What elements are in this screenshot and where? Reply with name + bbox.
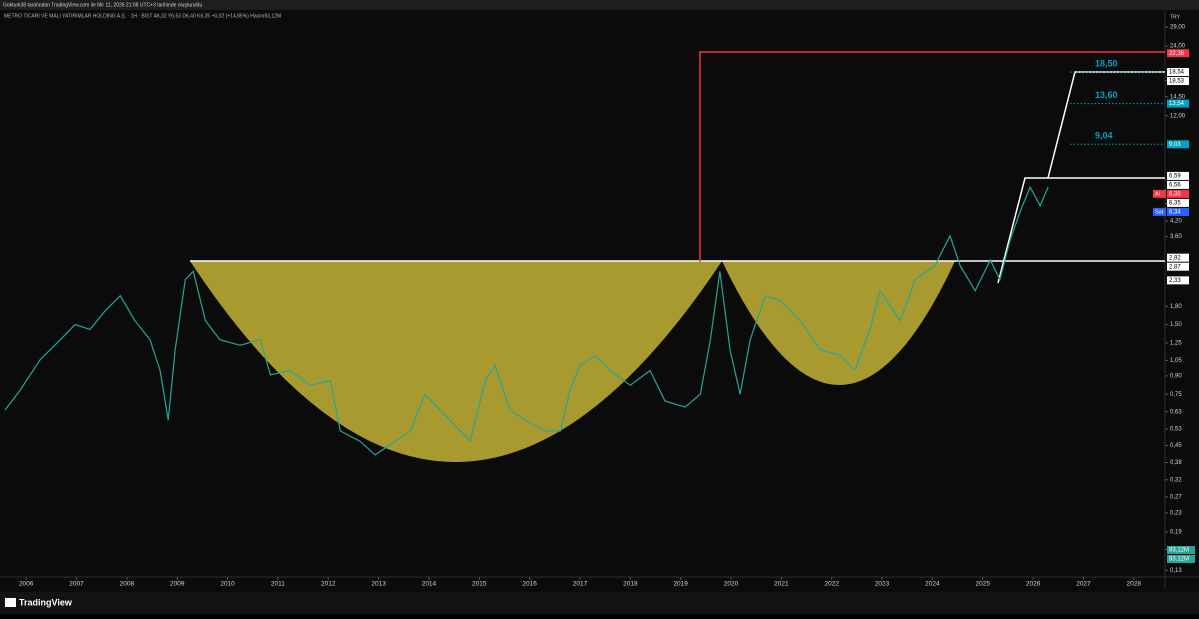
price-label-box bbox=[1167, 49, 1189, 58]
attribution: Gokturk38 tarafından TradingView.com ile… bbox=[3, 2, 202, 8]
y-tick-label: 4,20 bbox=[1170, 219, 1182, 225]
x-tick-label: 2009 bbox=[170, 581, 185, 588]
y-tick-label: 12,00 bbox=[1170, 113, 1186, 119]
x-tick-label: 2024 bbox=[925, 581, 940, 588]
order-tag-box bbox=[1153, 207, 1166, 216]
y-tick-label: 0,32 bbox=[1170, 477, 1182, 483]
price-label-box bbox=[1167, 68, 1189, 77]
order-tag-box bbox=[1153, 189, 1166, 198]
price-label: 2,33 bbox=[1169, 278, 1181, 284]
x-tick-label: 2007 bbox=[69, 581, 84, 588]
cup-drawings bbox=[190, 51, 1165, 462]
x-tick-label: 2016 bbox=[522, 581, 537, 588]
y-tick-label: 0,75 bbox=[1170, 392, 1182, 398]
x-tick-label: 2014 bbox=[422, 581, 437, 588]
x-tick-label: 2021 bbox=[774, 581, 789, 588]
y-tick-label: 0,13 bbox=[1170, 568, 1182, 574]
x-tick-label: 2015 bbox=[472, 581, 487, 588]
y-tick-label: 0,53 bbox=[1170, 427, 1182, 433]
y-tick-label: 1,50 bbox=[1170, 322, 1182, 328]
price-label-box bbox=[1167, 276, 1189, 285]
price-label-box bbox=[1167, 189, 1189, 198]
x-tick-label: 2028 bbox=[1127, 581, 1142, 588]
price-label-box bbox=[1167, 171, 1189, 180]
y-tick-label: 0,45 bbox=[1170, 443, 1182, 449]
brand: TradingView bbox=[19, 597, 73, 607]
price-label: 9,03 bbox=[1169, 142, 1181, 148]
price-label-box bbox=[1167, 77, 1189, 86]
price-label: 6,34 bbox=[1169, 210, 1181, 216]
price-label: 6,35 bbox=[1169, 192, 1181, 198]
target-label: 9,04 bbox=[1095, 131, 1113, 141]
y-tick-label: 0,90 bbox=[1170, 373, 1182, 379]
y-tick-label: 0,23 bbox=[1170, 511, 1182, 517]
x-tick-label: 2008 bbox=[120, 581, 135, 588]
x-tick-label: 2027 bbox=[1076, 581, 1091, 588]
volume-label: 93,12M bbox=[1169, 557, 1189, 563]
price-label: 18,53 bbox=[1169, 79, 1185, 85]
x-tick-label: 2013 bbox=[371, 581, 386, 588]
target-label: 18,50 bbox=[1095, 58, 1118, 68]
y-tick-label: 0,63 bbox=[1170, 409, 1182, 415]
logo-icon bbox=[5, 598, 16, 607]
red-level bbox=[699, 51, 1165, 262]
price-label-box bbox=[1167, 140, 1189, 149]
price-label-box bbox=[1167, 180, 1189, 189]
bottom-bar bbox=[0, 592, 1199, 614]
cup-small bbox=[722, 261, 955, 385]
price-label: 2,87 bbox=[1169, 264, 1181, 270]
y-tick-label: 29,00 bbox=[1170, 25, 1186, 31]
price-label-box bbox=[1167, 262, 1189, 271]
x-tick-label: 2022 bbox=[824, 581, 839, 588]
x-tick-label: 2006 bbox=[19, 581, 34, 588]
price-label-box bbox=[1167, 99, 1189, 108]
price-label-box bbox=[1167, 253, 1189, 262]
x-tick-label: 2011 bbox=[271, 581, 285, 588]
x-tick-label: 2025 bbox=[976, 581, 991, 588]
x-tick-label: 2010 bbox=[220, 581, 235, 588]
price-label: 2,92 bbox=[1169, 255, 1181, 261]
y-tick-label: 1,80 bbox=[1170, 304, 1182, 310]
x-tick-label: 2026 bbox=[1026, 581, 1041, 588]
symbol-legend: METRO TICARI VE MALI YATIRIMLAR HOLDING … bbox=[4, 13, 281, 19]
x-tick-label: 2020 bbox=[724, 581, 739, 588]
price-label-box bbox=[1167, 207, 1189, 216]
x-tick-label: 2018 bbox=[623, 581, 638, 588]
x-tick-label: 2019 bbox=[673, 581, 688, 588]
currency: TRY bbox=[1170, 14, 1181, 20]
volume-label: 93,12M bbox=[1169, 548, 1189, 554]
plot bbox=[4, 185, 1049, 456]
order-tag: Sat bbox=[1155, 209, 1164, 215]
flag-line bbox=[997, 177, 1165, 284]
y-tick-label: 3,60 bbox=[1170, 234, 1182, 240]
price-line bbox=[4, 185, 1049, 456]
y-tick-label: 1,25 bbox=[1170, 340, 1182, 346]
order-tag: Al bbox=[1155, 191, 1160, 197]
volume-label-box bbox=[1167, 555, 1195, 563]
y-tick-label: 14,50 bbox=[1170, 94, 1186, 100]
price-label: 6,56 bbox=[1169, 183, 1181, 189]
price-label: 6,59 bbox=[1169, 174, 1181, 180]
volume-label-box bbox=[1167, 546, 1195, 554]
price-label: 22,36 bbox=[1169, 51, 1185, 57]
price-label: 6,35 bbox=[1169, 201, 1181, 207]
target-label: 13,60 bbox=[1095, 90, 1118, 100]
y-tick-label: 0,38 bbox=[1170, 460, 1182, 466]
y-tick-label: 0,19 bbox=[1170, 530, 1182, 536]
top-bar bbox=[0, 0, 1199, 10]
price-label-box bbox=[1167, 198, 1189, 207]
y-tick-label: 0,27 bbox=[1170, 494, 1182, 500]
cup-large bbox=[190, 261, 722, 462]
x-tick-label: 2017 bbox=[573, 581, 588, 588]
x-tick-label: 2012 bbox=[321, 581, 336, 588]
y-tick-label: 24,00 bbox=[1170, 44, 1186, 50]
x-tick-label: 2023 bbox=[875, 581, 890, 588]
y-tick-label: 1,05 bbox=[1170, 358, 1182, 364]
price-label: 13,54 bbox=[1169, 101, 1185, 107]
price-label: 18,54 bbox=[1169, 70, 1185, 76]
